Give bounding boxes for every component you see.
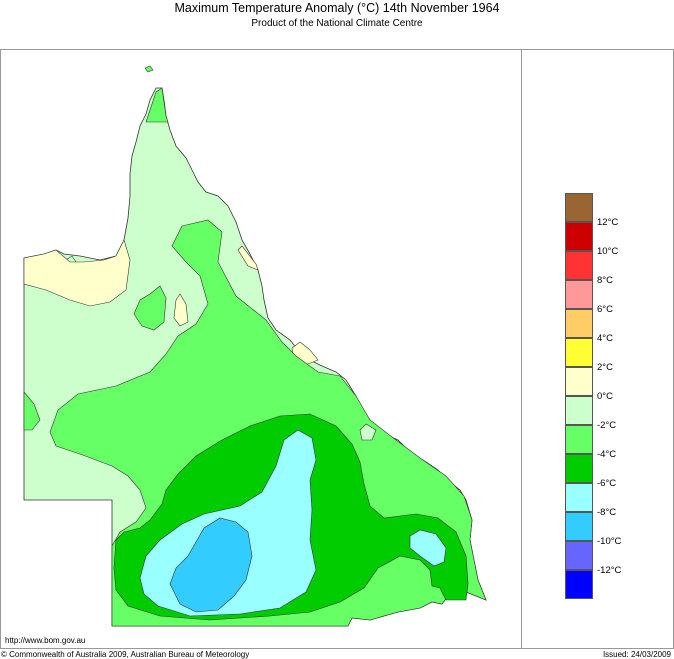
legend-swatch — [565, 193, 593, 222]
legend-swatch — [565, 309, 593, 338]
legend-swatch — [565, 396, 593, 425]
legend-label: 0°C — [597, 391, 613, 402]
legend-swatch — [565, 425, 593, 454]
legend-label: 8°C — [597, 275, 613, 286]
legend-label: -8°C — [597, 507, 617, 518]
legend-label: 12°C — [597, 217, 619, 228]
legend-swatch — [565, 367, 593, 396]
legend-label: -12°C — [597, 565, 622, 576]
legend-swatch — [565, 280, 593, 309]
legend-swatch — [565, 454, 593, 483]
legend-label: -2°C — [597, 420, 617, 431]
map-subtitle: Product of the National Climate Centre — [251, 18, 423, 29]
legend-swatch — [565, 570, 593, 599]
legend-swatch — [565, 541, 593, 570]
legend-label: -6°C — [597, 478, 617, 489]
legend-label: 4°C — [597, 333, 613, 344]
legend-swatch — [565, 483, 593, 512]
legend-swatch — [565, 222, 593, 251]
legend-label: 10°C — [597, 246, 619, 257]
legend-swatch — [565, 251, 593, 280]
issued-date: Issued: 24/03/2009 — [602, 650, 671, 659]
legend-swatch — [565, 338, 593, 367]
legend-swatch — [565, 512, 593, 541]
copyright-notice: © Commonwealth of Australia 2009, Austra… — [1, 650, 250, 659]
legend-label: 2°C — [597, 362, 613, 373]
legend-label: 6°C — [597, 304, 613, 315]
legend-label: -4°C — [597, 449, 617, 460]
legend-divider — [521, 49, 522, 648]
map-title: Maximum Temperature Anomaly (°C) 14th No… — [174, 1, 500, 15]
source-url-link[interactable]: http://www.bom.gov.au — [5, 636, 86, 645]
legend-label: -10°C — [597, 536, 622, 547]
